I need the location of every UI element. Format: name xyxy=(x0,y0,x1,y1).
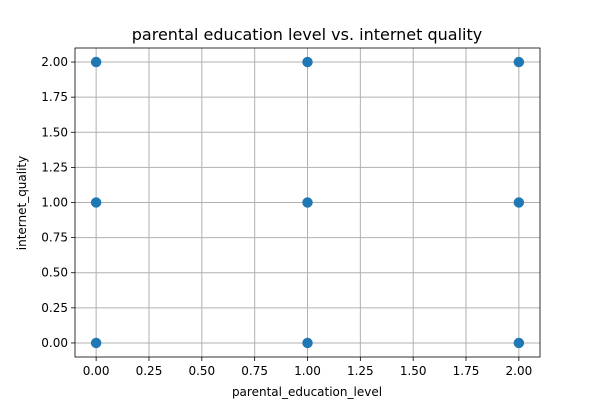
x-tick-label: 2.00 xyxy=(506,364,533,378)
data-point xyxy=(302,56,313,68)
x-tick-label: 1.75 xyxy=(453,364,480,378)
data-point xyxy=(513,197,525,208)
x-tick-label: 0.00 xyxy=(83,364,110,378)
x-tick-label: 1.00 xyxy=(294,364,321,378)
data-point xyxy=(90,56,102,68)
y-tick-label: 1.50 xyxy=(41,125,68,139)
x-tick-label: 1.50 xyxy=(400,364,427,378)
points-layer xyxy=(90,56,525,349)
x-axis-label: parental_education_level xyxy=(232,385,382,399)
y-axis-label: internet_quality xyxy=(15,156,29,251)
ticks-layer: 0.00 0.25 0.50 0.75 1.00 1.25 1.50 1.75 2.00 0.00… xyxy=(41,55,532,378)
x-tick-label: 0.75 xyxy=(241,364,268,378)
data-point xyxy=(513,337,525,349)
x-tick-label: 0.50 xyxy=(188,364,215,378)
x-tick-label: 0.25 xyxy=(136,364,163,378)
x-tick-label: 1.25 xyxy=(347,364,374,378)
y-tick-label: 2.00 xyxy=(41,55,68,69)
y-tick-label: 0.75 xyxy=(41,231,68,245)
data-point xyxy=(302,197,313,208)
data-point xyxy=(90,337,102,349)
chart-title: parental education level vs. internet qu… xyxy=(132,25,482,44)
y-tick-label: 0.25 xyxy=(41,301,68,315)
data-point xyxy=(513,56,525,68)
data-point xyxy=(90,197,102,208)
data-point xyxy=(302,337,313,349)
y-tick-label: 0.50 xyxy=(41,266,68,280)
y-tick-label: 1.00 xyxy=(41,196,68,210)
y-tick-label: 1.25 xyxy=(41,160,68,174)
y-tick-label: 0.00 xyxy=(41,336,68,350)
y-tick-label: 1.75 xyxy=(41,90,68,104)
